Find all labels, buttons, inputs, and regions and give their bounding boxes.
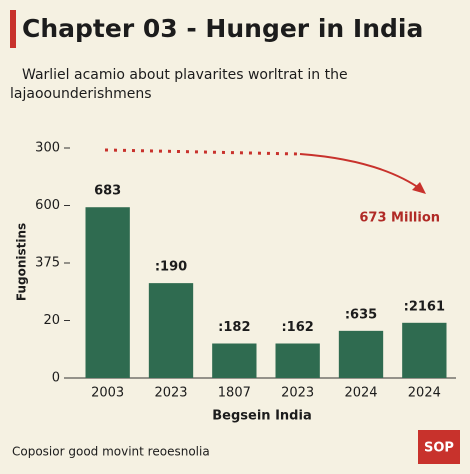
badge-box [418,430,460,464]
bar-label: 683 [94,184,121,199]
annotation: 673 Million [359,211,440,226]
y-tick-label: 0 [52,371,60,386]
bar-label: :635 [345,307,377,322]
bar [212,343,257,378]
bar-label: :2161 [404,299,445,314]
bar-label: :162 [281,320,313,335]
bar [148,283,194,378]
y-tick-label: 600 [35,198,60,213]
x-tick-label: 2024 [408,386,441,401]
bar-label: :190 [155,260,187,275]
bar-label: :182 [218,320,250,335]
bar [85,207,130,378]
chart-title: Chapter 03 - Hunger in India [22,14,423,43]
y-tick-label: 300 [35,141,60,156]
x-tick-label: 2003 [91,386,124,401]
x-tick-label: 2023 [154,386,187,401]
title-accent [10,10,16,48]
x-axis-label: Begsein India [212,409,311,424]
x-tick-label: 2023 [281,386,314,401]
y-tick-label: 375 [35,256,60,271]
arrow-head [412,182,426,194]
x-tick-label: 1807 [218,386,251,401]
trend-dots [104,148,301,156]
subtitle-line: Warliel acamio about plavarites worltrat… [22,67,348,83]
subtitle-line: lajaoounderishmens [10,86,152,102]
x-tick-label: 2024 [344,386,377,401]
footer: Coposior good movint reoesnolia [12,445,210,459]
trend-arrow [299,153,423,191]
y-axis-label: Fugonistins [15,223,29,301]
bar [275,343,320,378]
bar [402,322,447,378]
bar [338,330,384,378]
y-tick-label: 20 [43,313,60,328]
badge: SOP [424,441,454,456]
